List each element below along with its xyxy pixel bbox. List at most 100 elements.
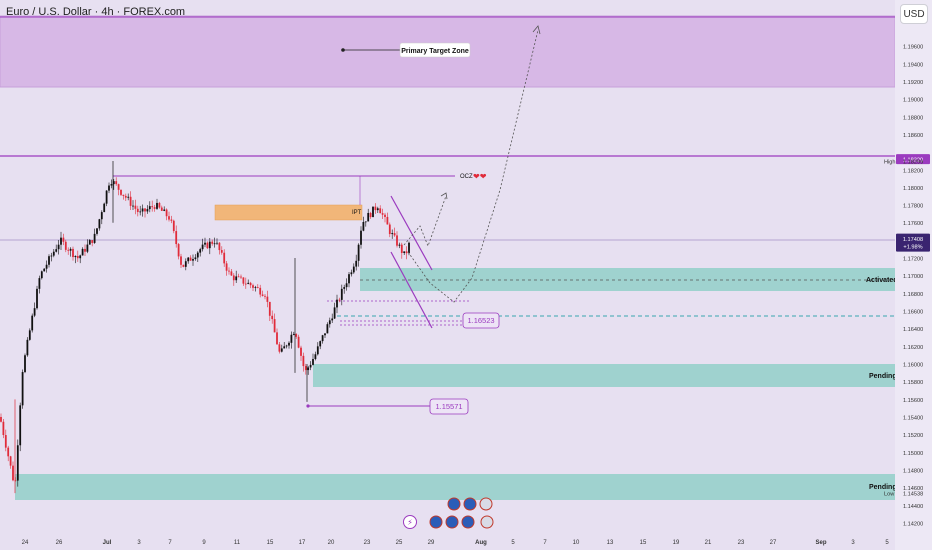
candle-body — [153, 207, 156, 209]
projection-arrowhead-long — [532, 25, 541, 35]
candle-body — [338, 299, 341, 301]
current-price-label: 1.17408 — [903, 237, 923, 243]
time-axis[interactable]: 24 26 Jul 3 7 9 11 15 17 20 23 25 29 Aug 5 7 10 13 15 19 21 2… — [22, 540, 890, 546]
eu-flag-icon[interactable] — [429, 515, 443, 529]
price-tick-label: 1.14200 — [903, 521, 923, 527]
candle-body — [124, 195, 127, 198]
candle-body — [177, 244, 180, 257]
us-flag-icon[interactable] — [479, 497, 493, 511]
candle-body — [88, 240, 91, 245]
candle-body — [117, 184, 120, 190]
projection-path-short[interactable] — [403, 195, 447, 248]
candle-body — [112, 181, 115, 185]
ipt-box[interactable] — [214, 204, 363, 221]
candle-body — [4, 435, 7, 448]
price-tick-label: 1.15000 — [903, 451, 923, 457]
candle-body — [292, 334, 295, 335]
candle-body — [74, 255, 77, 258]
primary-target-zone-label-box[interactable] — [399, 42, 471, 58]
candle-body — [14, 480, 17, 482]
candle-body — [228, 270, 230, 272]
candle-body — [146, 209, 149, 212]
candle-body — [69, 248, 72, 251]
candle-body — [84, 248, 86, 252]
pending-zone-upper[interactable] — [313, 364, 895, 387]
price-tick-label: 1.17000 — [903, 274, 923, 280]
candle-body — [160, 207, 163, 211]
pending-zone-lower[interactable] — [15, 474, 895, 500]
high-price-tag-label: 1.18320 — [903, 157, 923, 163]
candle-body — [379, 208, 382, 214]
price-tick-label: 1.18600 — [903, 133, 923, 139]
candle-body — [115, 181, 118, 185]
lightning-icon[interactable] — [403, 515, 417, 529]
candle-body — [324, 333, 326, 336]
time-tick-label: 23 — [364, 540, 371, 546]
projection-arrowhead-short — [440, 192, 448, 200]
candle-body — [278, 344, 281, 352]
candles-group — [0, 161, 410, 494]
candle-body — [2, 421, 5, 436]
candle-body — [24, 355, 26, 373]
candle-body — [319, 341, 322, 347]
candle-body — [144, 208, 146, 212]
candle-body — [302, 355, 305, 367]
wedge-upper-line[interactable] — [390, 195, 433, 271]
price-tick-label: 1.19600 — [903, 45, 923, 51]
candle-body — [180, 256, 182, 265]
candle-body — [273, 319, 276, 333]
candle-body — [374, 206, 377, 211]
time-tick-label: 29 — [428, 540, 435, 546]
ipt-label: IPT — [352, 210, 362, 216]
eu-flag-icon[interactable] — [461, 515, 475, 529]
candle-body — [168, 216, 170, 220]
level-1-label-box[interactable] — [462, 312, 500, 329]
primary-target-zone-label: Primary Target Zone — [401, 48, 469, 55]
price-tick-label: 1.15600 — [903, 398, 923, 404]
price-tick-label: 1.16000 — [903, 363, 923, 369]
candle-body — [256, 287, 259, 288]
candle-body — [225, 263, 228, 271]
price-tick-label: 1.19000 — [903, 98, 923, 104]
candle-body — [237, 276, 240, 278]
level-2-label-box[interactable] — [429, 398, 469, 415]
ocz-label: OCZ — [460, 174, 473, 180]
candle-body — [64, 241, 67, 250]
candle-body — [276, 332, 278, 345]
candle-body — [19, 405, 22, 446]
level-1-label: 1.16523 — [467, 316, 494, 325]
candle-body — [105, 190, 108, 204]
wedge-lower-line[interactable] — [390, 251, 433, 329]
candle-body — [57, 244, 60, 250]
candle-body — [307, 367, 310, 371]
candle-body — [43, 268, 46, 272]
eu-flag-icon[interactable] — [445, 515, 459, 529]
candle-body — [367, 212, 370, 222]
candle-body — [297, 336, 300, 348]
currency-button[interactable]: USD — [900, 4, 928, 24]
candle-body — [151, 206, 154, 208]
candle-body — [103, 203, 106, 213]
candle-body — [96, 228, 98, 234]
candle-body — [28, 330, 31, 340]
candle-body — [132, 205, 134, 207]
us-flag-icon[interactable] — [480, 515, 494, 529]
time-tick-label: 15 — [267, 540, 274, 546]
price-axis[interactable]: 1.19600 1.19400 1.19200 1.19000 1.18800 1.186… — [895, 0, 932, 550]
price-tick-label: 1.16600 — [903, 310, 923, 316]
eu-flag-icon[interactable] — [447, 497, 461, 511]
candle-body — [328, 320, 331, 325]
candle-body — [196, 252, 199, 258]
candle-body — [170, 219, 173, 221]
candle-body — [388, 224, 391, 235]
eu-flag-icon[interactable] — [463, 497, 477, 511]
event-icons[interactable]: ⚡ — [403, 497, 494, 529]
candle-body — [403, 251, 406, 253]
activated-zone[interactable] — [360, 268, 895, 291]
candle-body — [98, 219, 101, 229]
candle-body — [26, 339, 29, 356]
candle-body — [357, 244, 360, 261]
candle-body — [31, 315, 34, 331]
candle-body — [62, 237, 65, 242]
